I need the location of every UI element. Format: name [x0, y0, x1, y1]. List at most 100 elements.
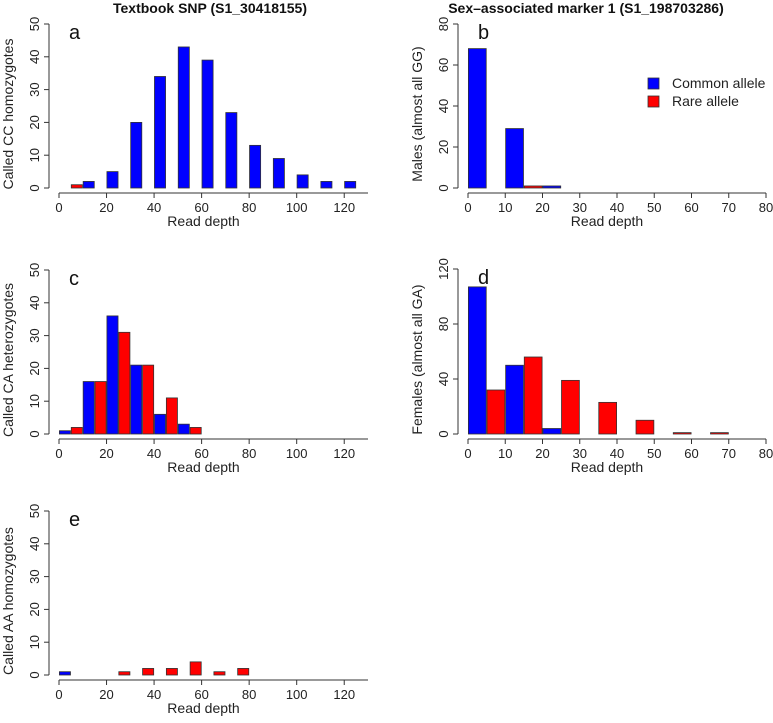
x-tick-label: 70 [722, 200, 736, 215]
legend-swatch-rare [647, 95, 660, 108]
bar-common [201, 59, 214, 189]
x-tick-label: 120 [333, 446, 355, 461]
x-tick-label: 50 [647, 200, 661, 215]
x-tick-label: 40 [147, 200, 161, 215]
y-tick-label: 0 [436, 184, 451, 191]
bar-rare [710, 432, 729, 435]
y-tick-label: 20 [27, 602, 42, 616]
x-tick-label: 20 [535, 446, 549, 461]
bar-common [106, 171, 119, 189]
x-tick-label: 0 [55, 687, 62, 702]
y-tick-label: 50 [27, 17, 42, 31]
x-tick-label: 70 [722, 446, 736, 461]
y-tick-label: 10 [27, 635, 42, 649]
panel-label: b [478, 22, 489, 44]
y-axis-label: Called AA homozygotes [0, 527, 16, 675]
panel-label: c [69, 268, 79, 290]
x-tick-label: 20 [99, 446, 113, 461]
bar-common [130, 364, 143, 435]
x-tick-label: 80 [759, 200, 773, 215]
y-tick-label: 30 [27, 328, 42, 342]
bar-common [542, 428, 562, 435]
x-tick-label: 80 [242, 687, 256, 702]
y-tick-label: 40 [27, 296, 42, 310]
legend: Common allele Rare allele [647, 75, 766, 109]
bar-rare [118, 671, 131, 676]
x-tick-label: 100 [286, 687, 308, 702]
x-tick-label: 0 [464, 200, 471, 215]
y-tick-label: 10 [27, 394, 42, 408]
y-tick-label: 40 [436, 99, 451, 113]
bar-rare [486, 389, 506, 435]
x-tick-label: 20 [535, 200, 549, 215]
x-tick-label: 20 [99, 687, 113, 702]
x-tick-label: 100 [286, 200, 308, 215]
bar-rare [142, 668, 155, 676]
bar-rare [189, 661, 202, 676]
x-tick-label: 60 [684, 446, 698, 461]
bar-common [505, 128, 524, 189]
bar-common [344, 181, 357, 189]
bar-common [320, 181, 333, 189]
x-tick-label: 30 [573, 200, 587, 215]
y-tick-label: 20 [27, 115, 42, 129]
y-axis-label: Males (almost all GG) [409, 46, 425, 181]
bar-rare [237, 668, 250, 676]
bar-common [272, 158, 285, 189]
x-tick-label: 10 [498, 446, 512, 461]
legend-label: Rare allele [672, 93, 739, 109]
legend-label: Common allele [672, 75, 766, 91]
x-axis-label: Read depth [167, 213, 239, 229]
x-tick-label: 10 [498, 200, 512, 215]
bar-common [59, 430, 71, 435]
y-tick-label: 40 [27, 50, 42, 64]
panel-b: Sex–associated marker 1 (S1_198703286)b 0… [409, 0, 773, 229]
bar-common [467, 48, 487, 189]
panel-c: c 0 20 40 60 80 100 120 0 10 20 30 40 50 Read depth Cal… [0, 263, 368, 475]
bar-common [106, 315, 119, 435]
x-tick-label: 60 [194, 200, 208, 215]
x-tick-label: 100 [286, 446, 308, 461]
bar-rare [165, 397, 178, 435]
y-tick-label: 0 [27, 430, 42, 437]
panel-label: d [478, 267, 489, 289]
chart-title: Textbook SNP (S1_30418155) [113, 0, 307, 16]
y-axis-label: Females (almost all GA) [409, 284, 425, 434]
bar-rare [523, 356, 543, 435]
y-tick-label: 50 [27, 263, 42, 277]
bar-rare [165, 668, 178, 676]
x-tick-label: 60 [194, 687, 208, 702]
bar-common [59, 671, 71, 676]
x-tick-label: 20 [99, 200, 113, 215]
bar-common [542, 185, 562, 189]
bar-rare [118, 331, 131, 435]
x-tick-label: 0 [464, 446, 471, 461]
x-axis-label: Read depth [571, 213, 643, 229]
x-tick-label: 60 [194, 446, 208, 461]
panel-d: d 0 10 20 30 40 50 60 70 80 0 40 80 120 Read depth Fema… [409, 258, 773, 475]
bar-common [154, 76, 166, 189]
bar-common [177, 423, 190, 435]
y-tick-label: 40 [27, 537, 42, 551]
x-axis-label: Read depth [167, 700, 239, 716]
x-tick-label: 50 [647, 446, 661, 461]
bar-common [177, 46, 190, 189]
legend-swatch-common [647, 77, 660, 90]
y-tick-label: 30 [27, 82, 42, 96]
panel-label: a [69, 22, 81, 44]
y-tick-label: 30 [27, 569, 42, 583]
x-tick-label: 40 [610, 200, 624, 215]
x-tick-label: 80 [242, 200, 256, 215]
bar-common [130, 122, 143, 189]
bar-rare [635, 419, 655, 435]
y-tick-label: 80 [436, 317, 451, 331]
x-tick-label: 0 [55, 200, 62, 215]
bar-rare [189, 427, 202, 435]
x-tick-label: 40 [147, 446, 161, 461]
bar-common [296, 174, 309, 189]
bar-common [467, 286, 487, 435]
bar-rare [672, 432, 692, 435]
bar-rare [70, 184, 83, 189]
panel-a: Textbook SNP (S1_30418155)a0 20 40 60 80 100 1… [0, 0, 368, 229]
x-axis-label: Read depth [571, 459, 643, 475]
